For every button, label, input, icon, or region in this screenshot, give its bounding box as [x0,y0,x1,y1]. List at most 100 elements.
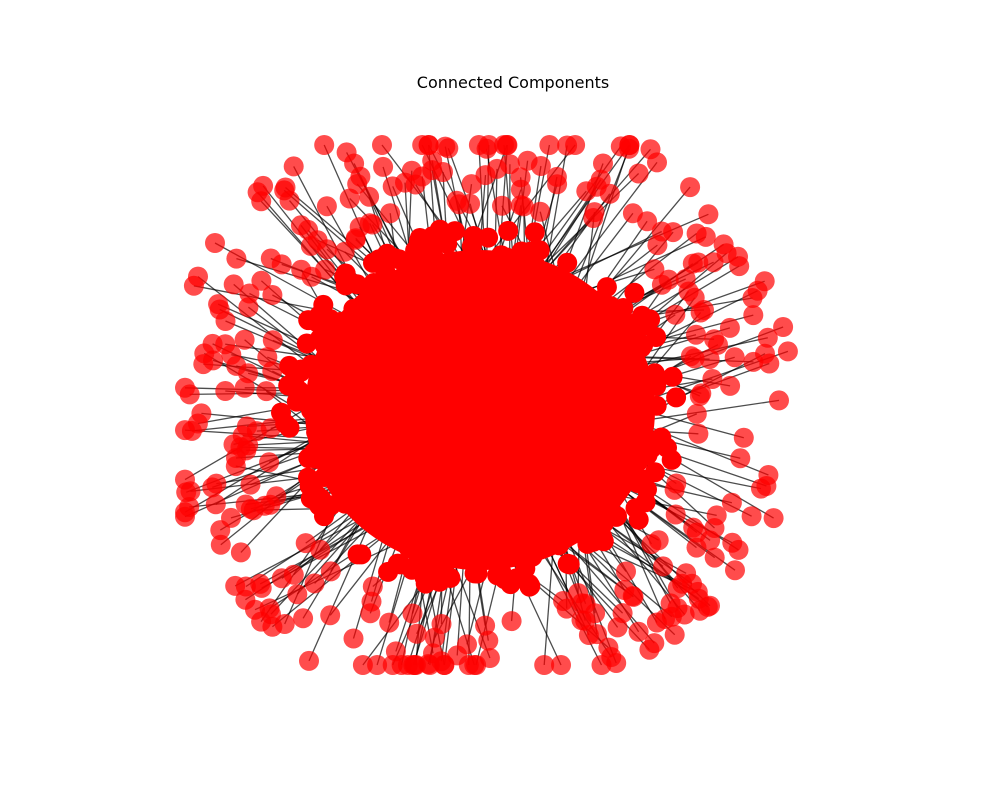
graph-node [594,513,614,534]
graph-node [680,346,701,367]
graph-node [600,471,621,492]
graph-node [525,334,546,355]
graph-node [616,561,636,582]
graph-node [651,221,672,242]
graph-node [271,402,291,423]
graph-edge [577,144,631,300]
graph-node [713,234,734,255]
graph-node [491,548,512,569]
graph-node [418,654,439,674]
graph-node [271,254,292,275]
graph-node [380,203,401,224]
graph-node [585,603,606,624]
graph-node [262,361,283,382]
graph-node [578,490,599,511]
graph-node [724,347,745,368]
graph-node [279,417,300,438]
graph-node [683,517,704,538]
graph-node [666,387,687,408]
graph-node [686,324,706,345]
graph-node [662,366,683,387]
graph-node [364,344,385,365]
graph-node [628,621,649,642]
graph-node [490,281,511,302]
graph-node [530,201,551,222]
graph-node [577,533,598,554]
graph-node [468,538,489,559]
graph-node [531,287,552,307]
graph-node [287,584,308,605]
graph-node [647,152,667,173]
graph-node [328,468,349,489]
graph-node [314,135,335,155]
graph-node [475,615,496,636]
graph-node [399,281,420,302]
graph-node [309,305,330,326]
graph-node [381,309,402,330]
graph-node [522,362,543,383]
graph-node [633,334,654,355]
graph-node [751,478,771,499]
graph-node [362,576,383,597]
graph-node [757,327,778,348]
graph-node [205,233,225,253]
graph-node [706,505,727,526]
graph-node [733,427,754,448]
graph-node [343,385,364,406]
graph-node [447,510,468,531]
graph-node [539,135,560,155]
graph-edge [553,213,709,281]
graph-node [388,363,409,384]
graph-node [644,363,665,384]
graph-node [519,574,540,594]
graph-node [345,228,366,249]
graph-node [225,575,246,596]
graph-node [557,252,578,273]
graph-node [591,655,612,675]
graph-node [351,544,372,565]
graph-node [619,407,639,428]
graph-node [728,246,748,267]
graph-node [307,376,328,397]
graph-node [651,274,672,295]
graph-node [210,534,231,555]
graph-node [414,516,435,537]
graph-node [466,655,487,675]
graph-node [305,448,326,469]
graph-node [610,136,631,157]
graph-node [398,252,419,273]
graph-node [674,604,695,625]
graph-node [259,452,280,473]
graph-node [584,202,605,223]
graph-edge [456,556,465,656]
graph-node [648,530,669,551]
graph-node [614,580,635,600]
graph-node [434,340,455,361]
graph-node [582,408,603,429]
graph-node [664,624,685,645]
graph-node [534,432,555,452]
graph-node [540,302,561,323]
graph-node [396,442,417,463]
graph-node [286,391,307,412]
graph-node [428,316,448,337]
graph-node [405,174,426,195]
graph-node [206,473,227,494]
graph-node [563,414,584,435]
graph-node [506,286,527,306]
graph-node [254,495,275,516]
graph-node [444,471,465,492]
graph-node [777,341,798,362]
graph-node [251,577,272,598]
graph-node [581,432,602,453]
graph-node [499,154,520,175]
graph-node [754,271,775,292]
graph-node [773,317,794,337]
graph-node [443,251,464,272]
graph-node [494,569,515,590]
graph-node [256,381,277,402]
graph-node [492,195,512,216]
graph-node [461,236,482,257]
graph-node [682,253,703,274]
